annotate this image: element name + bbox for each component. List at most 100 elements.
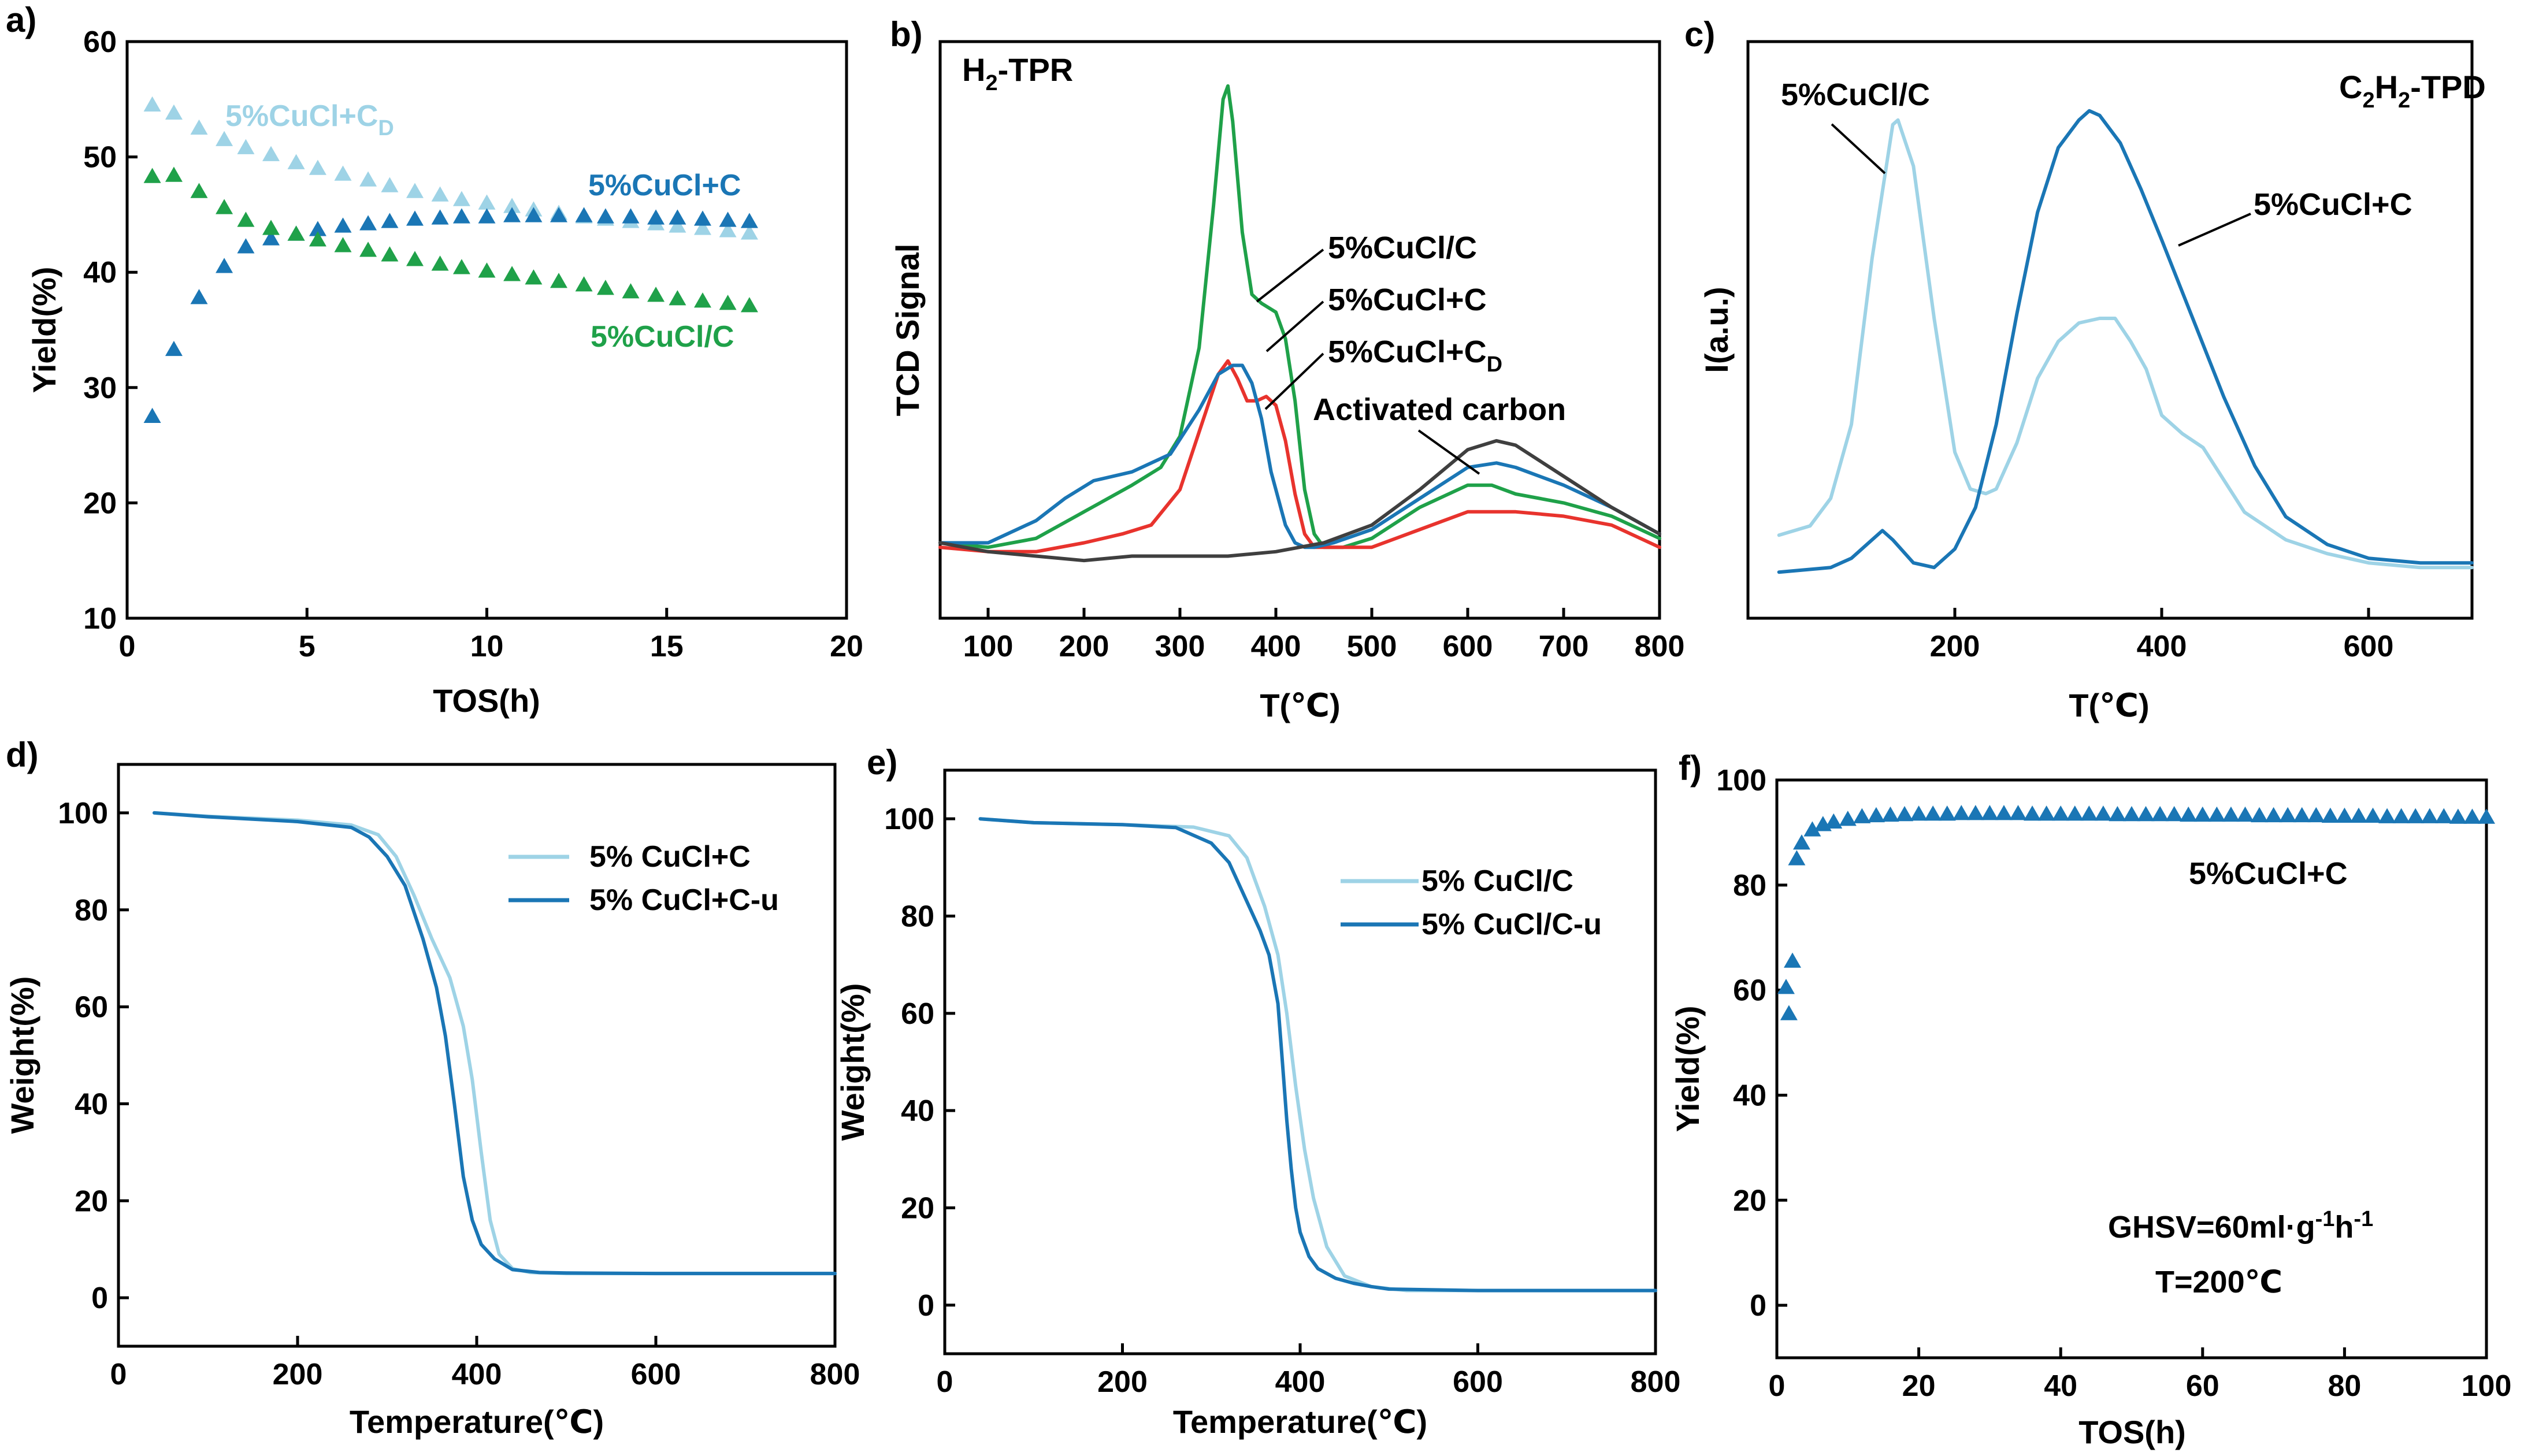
panel-f-series-1-point [2193,806,2211,822]
panel-a-series-2-point [406,210,424,226]
panel-label-e: e) [867,743,897,782]
panel-a-series-2-point [237,238,255,254]
panel-f-series-1-point [2009,805,2027,820]
panel-a-series-2-point [216,258,233,273]
panel-f-series-1-point [2251,807,2269,823]
panel-f-series-1-point [2307,807,2325,823]
panel-a-series-1-point [359,171,377,187]
panel-b-arrow-cucl-c [1256,248,1324,303]
panel-b-xtick-label: 100 [963,630,1014,663]
panel-b-xtick-label: 200 [1059,630,1109,663]
panel-a-series-2-point [647,209,665,225]
panel-b-ticks: 100 200 300 400 500 600 700 800 [963,608,1685,663]
panel-d-ticks: 0 200 400 600 800 0 20 40 60 80 100 [58,797,860,1391]
panel-label-d: d) [6,736,39,774]
panel-e-ytick-label: 80 [901,900,934,934]
panel-f-series-1-point [1825,813,1843,829]
panel-a-series-2-point [431,209,449,225]
panel-a-series-1-point [452,191,470,206]
panel-a-series-2-point [694,210,711,226]
panel-d-marks [153,811,837,1276]
panel-c-xlabel: T(℃) [2069,687,2149,723]
panel-b-series-4-line [938,439,1661,563]
panel-a-series-3-point [431,255,449,271]
panel-a-series-2-point [596,208,614,224]
panel-a-ytick-label: 60 [83,25,117,59]
panel-b-marks [938,84,1661,563]
panel-f-series-1-point [1953,805,1970,820]
panel-a-series-1-point [287,154,305,169]
panel-f-series-1-point [1938,805,1956,821]
panel-b: b) H2-TPR T(℃) TCD Signal 100 200 300 400 50… [889,15,1684,723]
panel-a-series-1-point [719,222,737,237]
panel-f-xtick-label: 60 [2186,1369,2219,1403]
panel-a-label-cd: 5%CuCl+CD [225,99,394,140]
panel-f-series-1-point [2236,806,2254,822]
panel-e-xtick-label: 0 [937,1365,953,1399]
panel-d-xtick-label: 400 [452,1358,502,1391]
panel-a-series-3-point [503,266,521,281]
panel-a-series-3-point [669,290,686,306]
panel-d-ytick-label: 80 [75,894,108,927]
panel-b-xtick-label: 800 [1635,630,1685,663]
panel-f-series-1-point [1792,834,1810,850]
panel-a-series-2-point [143,407,161,423]
panel-c-label-cucl-plus-c: 5%CuCl+C [2254,187,2412,222]
panel-f-series-1-point [1803,821,1821,837]
panel-b-arrow-cucl-plus-cd [1264,352,1324,410]
panel-f-series-1-point [2435,808,2453,823]
panel-a-series-2-point [525,207,543,222]
panel-f-series-1-point [1780,1005,1798,1020]
panel-e-marks [978,817,1657,1292]
panel-d-ytick-label: 0 [91,1282,108,1315]
panel-c-xtick-label: 200 [1930,630,1980,663]
panel-c-label-cucl-c: 5%CuCl/C [1781,77,1930,112]
panel-a-series-2-point [334,217,352,233]
panel-d: d) Temperature(℃) Weight(%) 0 200 400 600 80… [4,736,860,1440]
panel-c-ylabel: I(a.u.) [1698,287,1735,373]
panel-b-frame [938,40,1661,620]
panel-a-series-2-point [550,207,567,222]
panel-b-xtick-label: 400 [1251,630,1301,663]
panel-a-ytick-label: 50 [83,141,117,174]
panel-a-series-2-point [740,213,758,228]
panel-b-label-cucl-c: 5%CuCl/C [1328,231,1477,265]
panel-a-series-2-point [669,209,686,225]
panel-c-series-2-line [1777,109,2474,574]
panel-d-xtick-label: 200 [273,1358,323,1391]
panel-f-series-1-point [1981,805,1999,820]
panel-a-series-3-point [262,220,280,235]
panel-b-series-3-line [938,363,1661,549]
panel-c-ticks: 200 400 600 [1930,608,2394,663]
panel-f-series-1-point [2336,807,2354,823]
panel-a-series-2-point [309,221,326,236]
panel-a-series-3-point [309,231,326,247]
panel-c-xtick-label: 600 [2344,630,2394,663]
panel-f-xtick-label: 20 [1902,1369,1936,1403]
panel-f-xlabel: TOS(h) [2078,1414,2186,1450]
panel-a-ytick-label: 20 [83,486,117,520]
panel-b-arrow-cucl-plus-c [1265,300,1324,352]
panel-a-series-1-point [381,177,399,192]
panel-f-ticks: 0 20 40 60 80 100 0 20 40 60 80 100 [1716,764,2511,1403]
panel-a-series-1-point [190,119,208,135]
panel-a-series-3-point [694,292,711,308]
panel-a-series-2-point [575,207,593,222]
panel-f-ytick-label: 80 [1733,869,1766,902]
panel-f-series-1-point [2449,808,2467,824]
panel-e-ytick-label: 100 [884,803,934,836]
panel-f-series-1-point [2109,806,2126,822]
panel-a-series-2-point [452,208,470,224]
panel-f-series-1-point [2463,808,2481,824]
panel-f-series-1-point [1867,807,1885,823]
panel-f-series-1-point [1839,811,1857,826]
panel-b-ylabel: TCD Signal [889,244,926,417]
panel-a-ytick-label: 40 [83,256,117,289]
panel-f-series-1-point [2066,805,2084,821]
panel-d-ytick-label: 40 [75,1087,108,1121]
panel-f-series-1-point [1788,850,1806,866]
panel-f-ytick-label: 60 [1733,974,1766,1008]
panel-a: a) TOS(h) Yield(%) 0 5 10 15 20102030405060 … [6,1,863,719]
panel-a-series-1-point [309,159,326,175]
